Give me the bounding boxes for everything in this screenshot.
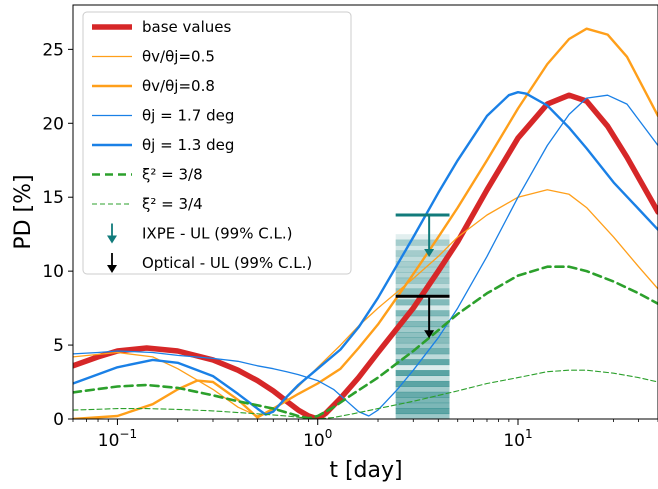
series-line-1 [73, 189, 658, 417]
band-stripe [395, 386, 450, 393]
band-stripe [395, 310, 450, 317]
band-stripe [395, 408, 450, 415]
legend-arrowhead [107, 235, 117, 244]
upper-limits [395, 213, 450, 339]
legend-label: θj = 1.3 deg [142, 136, 234, 154]
legend-label: θv/θj=0.8 [142, 77, 215, 95]
band-stripe [395, 402, 450, 409]
y-tick-label: 20 [42, 114, 64, 134]
band-stripe [395, 391, 450, 398]
band-stripe [395, 332, 450, 338]
legend-label: base values [142, 18, 231, 36]
band-stripe [395, 397, 450, 404]
band-stripe [395, 348, 450, 355]
y-tick-label: 10 [42, 262, 64, 282]
band-stripe [395, 353, 450, 360]
plot-frame [72, 4, 658, 420]
x-tick-label: 10−1 [98, 427, 137, 451]
series-line-3 [73, 94, 658, 417]
band-stripe [395, 380, 450, 387]
band-stripe [395, 272, 450, 279]
y-axis-label: PD [%] [11, 174, 36, 249]
legend-arrowhead [107, 265, 117, 273]
band-stripe [395, 370, 450, 377]
band-stripe [395, 359, 450, 366]
y-tick-label: 25 [42, 40, 64, 60]
band-stripe [395, 283, 450, 290]
x-tick-label: 101 [503, 427, 532, 451]
legend-label: ξ² = 3/8 [142, 166, 203, 184]
legend-box [82, 11, 352, 275]
band-stripe [395, 277, 450, 284]
x-axis-label: t [day] [329, 458, 402, 483]
upper-limit-arrowhead-1 [424, 330, 435, 339]
band-stripe [395, 239, 450, 246]
band-stripe [395, 337, 450, 344]
series-lines [73, 27, 658, 419]
axis-ticks: 0 5 10 15 20 25 10−1 100 101 [42, 40, 658, 451]
x-tick-label: 100 [303, 427, 332, 451]
legend-label: ξ² = 3/4 [142, 195, 203, 213]
legend-label: θj = 1.7 deg [142, 107, 234, 125]
y-tick-label: 5 [53, 336, 64, 356]
band-stripe [395, 413, 450, 419]
band-stripe [395, 250, 450, 257]
upper-limit-arrowhead-0 [424, 248, 435, 257]
y-tick-label: 15 [42, 188, 64, 208]
series-line-6 [73, 369, 658, 419]
band-stripe [395, 375, 450, 382]
legend-label: Optical - UL (99% C.L.) [142, 254, 312, 272]
band-stripe [395, 261, 450, 268]
band-stripe [395, 342, 450, 349]
band-stripe [395, 326, 450, 333]
band-stripe [395, 364, 450, 371]
legend: base values θv/θj=0.5 θv/θj=0.8 θj = 1.7 de… [82, 11, 352, 275]
series-line-0 [73, 92, 658, 419]
band-stripe [395, 299, 450, 306]
band-stripe [395, 315, 450, 322]
legend-label: IXPE - UL (99% C.L.) [142, 225, 292, 243]
legend-label: θv/θj=0.5 [142, 48, 215, 66]
series-line-2 [73, 27, 658, 419]
band-stripe [395, 321, 450, 328]
band-stripe [395, 245, 450, 251]
series-line-5 [73, 265, 658, 419]
y-tick-label: 0 [53, 410, 64, 430]
band-stripe [395, 234, 450, 241]
series-line-4 [73, 91, 658, 416]
band-stripe [395, 304, 450, 311]
